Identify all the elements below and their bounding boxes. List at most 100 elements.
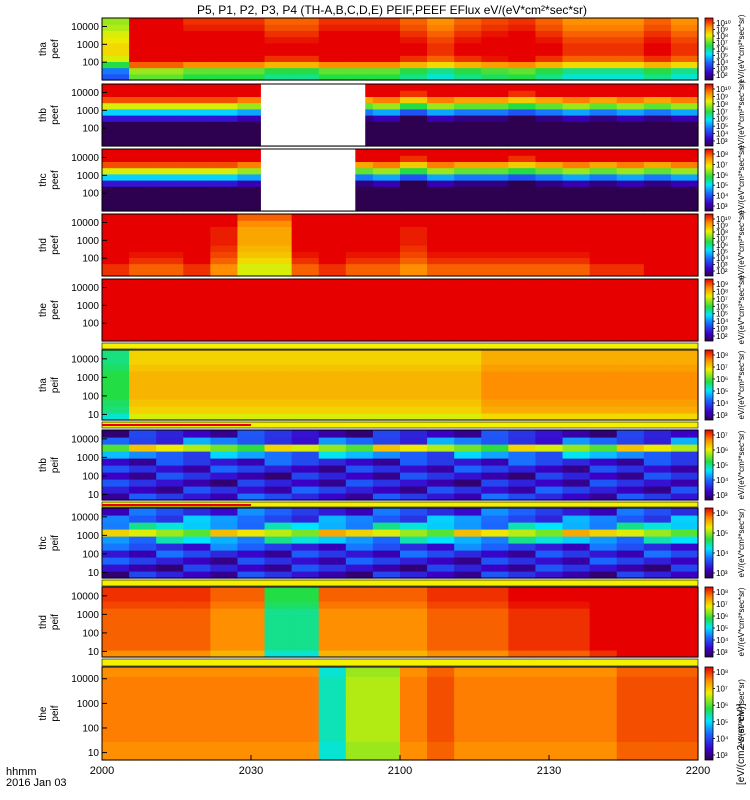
heatmap-cell: [400, 378, 428, 386]
heatmap-cell: [481, 550, 509, 558]
heatmap-cell: [183, 102, 211, 110]
heatmap-cell: [454, 214, 482, 221]
heatmap-cell: [400, 316, 428, 323]
heatmap-cell: [589, 115, 618, 122]
heatmap-cell: [210, 385, 239, 393]
heatmap-cell: [237, 61, 266, 69]
heatmap-cell: [318, 322, 347, 330]
heatmap-cell: [670, 61, 699, 69]
heatmap-cell: [156, 102, 184, 110]
heatmap-cell: [129, 334, 157, 342]
heatmap-cell: [454, 694, 482, 705]
heatmap-cell: [318, 226, 347, 234]
heatmap-cell: [427, 536, 455, 544]
heatmap-cell: [535, 529, 564, 537]
heatmap-cell: [454, 322, 482, 330]
heatmap-cell: [670, 180, 699, 187]
heatmap-cell: [237, 84, 266, 91]
heatmap-cell: [129, 310, 157, 317]
heatmap-cell: [643, 257, 672, 265]
heatmap-cell: [670, 713, 699, 724]
heatmap-cell: [183, 465, 211, 473]
heatmap-cell: [102, 232, 130, 240]
heatmap-cell: [562, 269, 591, 277]
heatmap-cell: [670, 297, 699, 305]
heatmap-cell: [129, 139, 157, 147]
heatmap-cell: [481, 479, 509, 487]
heatmap-cell: [318, 543, 347, 551]
heatmap-cell: [643, 173, 672, 181]
colorbar-tick-label: 10³: [716, 569, 728, 578]
heatmap-cell: [372, 601, 401, 609]
heatmap-cell: [129, 392, 157, 400]
heatmap-cell: [345, 297, 374, 305]
heatmap-cell: [589, 149, 618, 156]
heatmap-cell: [481, 622, 509, 630]
heatmap-cell: [237, 486, 266, 494]
heatmap-cell: [643, 713, 672, 724]
heatmap-cell: [102, 458, 130, 466]
heatmap-cell: [237, 732, 266, 742]
heatmap-cell: [508, 364, 537, 372]
heatmap-cell: [183, 238, 211, 246]
heatmap-cell: [400, 667, 428, 677]
heatmap-cell: [535, 226, 564, 234]
heatmap-cell: [616, 303, 645, 311]
heatmap-cell: [427, 615, 455, 623]
heatmap-cell: [508, 269, 537, 277]
heatmap-cell: [481, 515, 509, 523]
heatmap-cell: [562, 522, 591, 530]
heatmap-cell: [454, 269, 482, 277]
heatmap-cell: [237, 508, 266, 516]
heatmap-cell: [562, 385, 591, 393]
heatmap-cell: [562, 357, 591, 365]
heatmap-cell: [427, 42, 455, 50]
heatmap-cell: [291, 732, 320, 742]
heatmap-cell: [562, 479, 591, 487]
heatmap-cell: [508, 42, 537, 50]
colorbar-tick-label: 10⁵: [716, 624, 728, 633]
heatmap-cell: [508, 245, 537, 252]
heatmap-cell: [210, 399, 239, 407]
heatmap-cell: [589, 529, 618, 537]
heatmap-cell: [589, 18, 618, 25]
heatmap-cell: [183, 704, 211, 715]
heatmap-cell: [372, 636, 401, 644]
heatmap-cell: [156, 667, 184, 677]
heatmap-cell: [427, 444, 455, 452]
colorbar-tick-label: 10⁵: [716, 248, 728, 257]
heatmap-cell: [264, 392, 293, 400]
heatmap-cell: [318, 42, 347, 50]
heatmap-cell: [454, 251, 482, 258]
heatmap-cell: [400, 186, 428, 193]
heatmap-cell: [291, 238, 320, 246]
heatmap-cell: [291, 357, 320, 365]
heatmap-cell: [454, 115, 482, 122]
heatmap-cell: [643, 30, 672, 38]
colorbar-tick-label: 10²: [716, 71, 728, 80]
heatmap-cell: [372, 36, 401, 44]
heatmap-cell: [237, 465, 266, 473]
heatmap-cell: [400, 263, 428, 271]
heatmap-cell: [129, 232, 157, 240]
heatmap-cell: [643, 297, 672, 305]
colorbar-tick-label: 10³: [716, 751, 728, 760]
heatmap-cell: [670, 694, 699, 705]
heatmap-cell: [264, 615, 293, 623]
heatmap-cell: [183, 155, 211, 162]
heatmap-cell: [508, 220, 537, 227]
heatmap-cell: [481, 722, 509, 733]
heatmap-cell: [129, 732, 157, 742]
heatmap-cell: [291, 350, 320, 358]
heatmap-cell: [589, 465, 618, 473]
heatmap-cell: [670, 102, 699, 110]
heatmap-cell: [589, 378, 618, 386]
heatmap-cell: [589, 750, 618, 761]
heatmap-cell: [372, 108, 401, 116]
heatmap-cell: [264, 371, 293, 379]
heatmap-cell: [210, 149, 239, 156]
heatmap-cell: [210, 42, 239, 50]
heatmap-cell: [318, 30, 347, 38]
heatmap-cell: [562, 90, 591, 97]
